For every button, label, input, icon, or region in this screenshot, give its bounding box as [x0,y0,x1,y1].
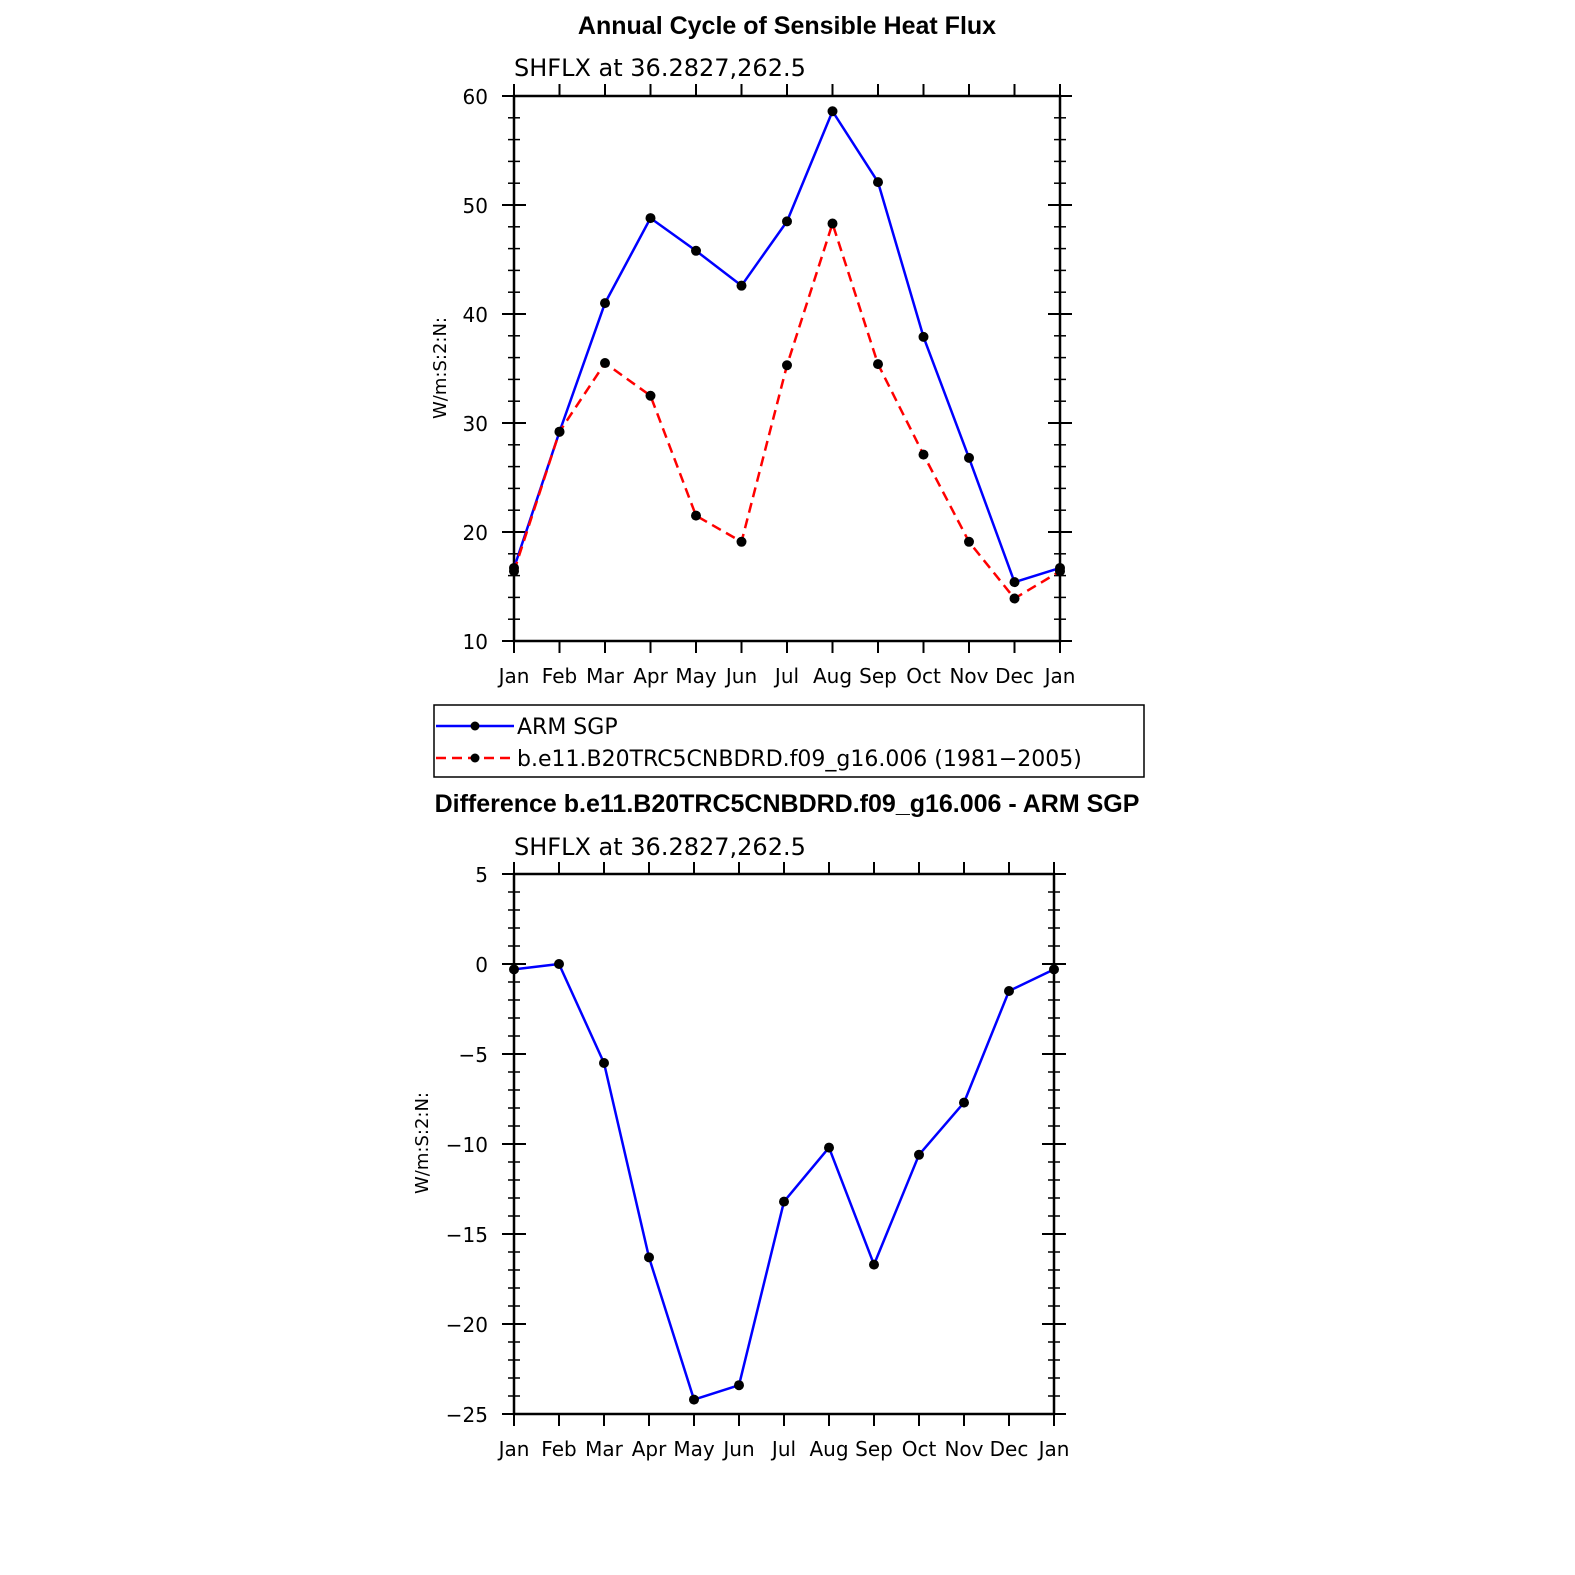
y-tick-label: −5 [459,1043,488,1067]
series-1-point [691,510,701,521]
chart-difference: Difference b.e11.B20TRC5CNBDRD.f09_g16.0… [412,790,1139,1461]
series-1-point [645,390,656,401]
chart-2-plot-area: Jan Feb Mar Apr May Jun Jul Aug Sep Oct Nov Dec Jan−… [446,862,1070,1461]
chart-1-legend: ARM SGP b.e11.B20TRC5CNBDRD.f09_g16.006 … [433,704,1145,778]
chart-1-plot-area: Jan Feb Mar Apr May Jun Jul Aug Sep Oct Nov Dec Jan 1… [463,84,1076,688]
series-0-point [734,1380,744,1391]
chart-1-ylabel: W/m:S:2:N: [430,317,451,419]
y-tick-label: 5 [475,863,488,887]
x-tick-label: Feb [542,664,577,688]
y-tick-label: 30 [463,412,488,436]
x-tick-label: Jul [773,664,799,688]
series-0-point [779,1196,789,1207]
series-0-point [509,964,519,975]
x-tick-label: Sep [859,664,897,688]
series-1-point [1009,593,1020,604]
series-0-point [600,298,610,309]
chart-2-title: Difference b.e11.B20TRC5CNBDRD.f09_g16.0… [435,790,1140,818]
legend-arm-sgp-label: ARM SGP [517,715,618,740]
series-1-point [964,536,974,547]
x-tick-label: Jan [497,1437,530,1461]
series-1-point [782,360,792,371]
x-tick-label: Jan [1043,664,1076,688]
x-tick-label: Jun [724,664,757,688]
series-1-point [827,218,838,229]
chart-2-subtitle: SHFLX at 36.2827,262.5 [514,833,806,861]
x-tick-label: Jan [497,664,530,688]
series-1-point [1055,566,1065,577]
series-0-point [1009,577,1020,588]
legend-arm-sgp-marker [470,721,480,731]
x-tick-label: Mar [585,1437,624,1461]
legend-model-marker [470,753,480,763]
x-tick-label: Mar [586,664,625,688]
series-1-point [509,566,519,577]
series-1-point [736,536,747,547]
series-0-point [827,106,838,117]
y-tick-label: −10 [446,1133,488,1157]
chart-2-ylabel: W/m:S:2:N: [412,1092,433,1194]
x-tick-label: Aug [809,1437,848,1461]
y-tick-label: 10 [463,630,488,654]
legend-box [433,704,1145,778]
y-tick-label: −20 [446,1313,488,1337]
y-tick-label: 60 [463,85,488,109]
x-tick-label: Oct [906,664,941,688]
series-0-point [1004,986,1014,996]
x-tick-label: Aug [813,664,852,688]
x-tick-label: Nov [949,664,988,688]
series-1-point [873,359,883,370]
series-0-point [691,245,701,256]
series-0-point [824,1142,834,1153]
series-0-point [736,280,747,291]
chart-1-subtitle: SHFLX at 36.2827,262.5 [514,54,806,82]
series-1-point [918,449,929,460]
x-tick-label: Oct [902,1437,937,1461]
x-tick-label: May [675,664,717,688]
series-0-point [959,1097,969,1108]
series-0-point [645,213,656,224]
x-tick-label: Feb [541,1437,576,1461]
series-0-point [599,1058,609,1068]
series-0-point [964,452,974,463]
y-tick-label: −25 [446,1403,488,1427]
x-tick-label: Jul [770,1437,796,1461]
x-tick-label: Nov [944,1437,983,1461]
chart-annual-cycle: Annual Cycle of Sensible Heat Flux SHFLX… [430,12,1145,778]
series-line-0 [512,110,1061,584]
legend-model-label: b.e11.B20TRC5CNBDRD.f09_g16.006 (1981−20… [517,747,1082,772]
y-tick-label: −15 [446,1223,488,1247]
y-tick-label: 20 [463,521,488,545]
y-tick-label: 0 [475,953,488,977]
y-tick-label: 40 [463,303,488,327]
series-0-point [689,1394,699,1405]
plot-frame [512,872,1056,1416]
series-0-point [918,331,929,342]
x-tick-label: Sep [855,1437,893,1461]
series-0-point [873,177,883,188]
series-0-point [1049,964,1059,975]
series-line-1 [512,222,1061,600]
x-tick-label: Dec [995,664,1034,688]
series-1-point [554,426,565,437]
x-tick-label: Dec [990,1437,1029,1461]
y-tick-label: 50 [463,194,488,218]
x-tick-label: Jan [1037,1437,1070,1461]
series-1-point [600,358,610,369]
series-line-0 [513,962,1055,1401]
x-tick-label: Jun [721,1437,754,1461]
series-0-point [644,1252,654,1263]
series-0-point [914,1149,924,1160]
series-0-point [869,1259,879,1270]
series-0-point [554,959,564,969]
chart-1-title: Annual Cycle of Sensible Heat Flux [578,12,996,40]
x-tick-label: Apr [632,1437,667,1461]
x-tick-label: May [673,1437,715,1461]
series-0-point [782,216,792,227]
x-tick-label: Apr [633,664,668,688]
